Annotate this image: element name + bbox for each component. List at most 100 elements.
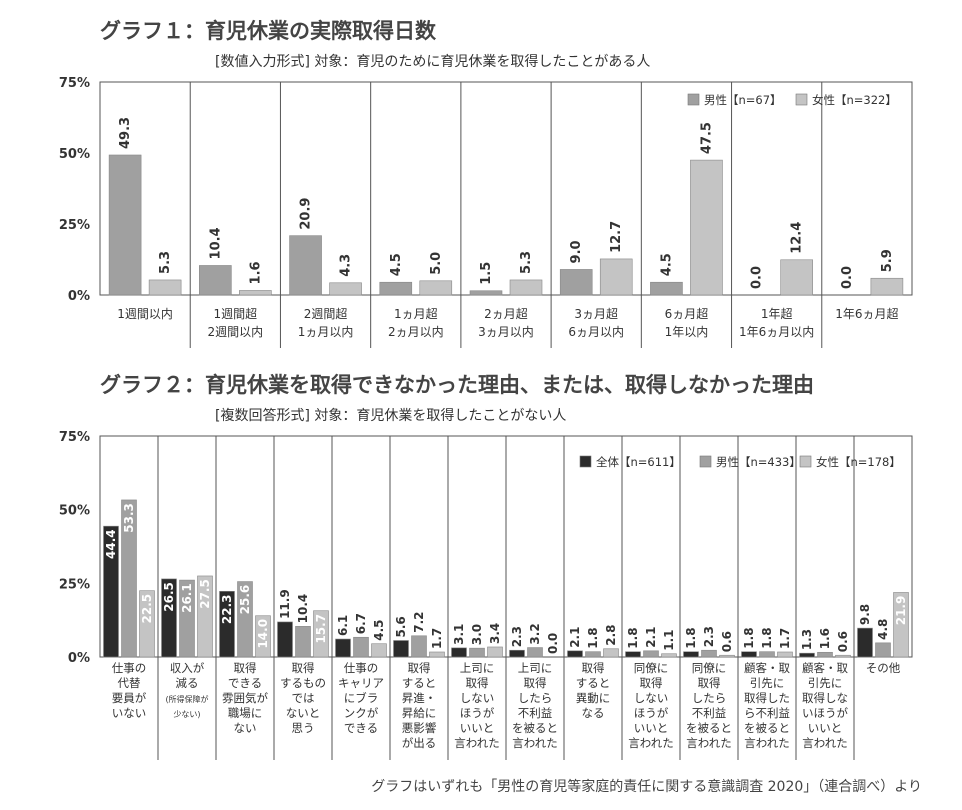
data-label: 5.9	[880, 249, 895, 272]
category-label: できる	[228, 676, 262, 690]
data-label: 47.5	[699, 122, 714, 154]
legend-label: 男性【n=67】	[704, 93, 782, 107]
legend-swatch	[795, 93, 808, 106]
bar	[817, 651, 833, 658]
category-label: 1ヵ月以内	[298, 325, 354, 339]
legend-swatch	[699, 455, 712, 468]
category-label: 言われた	[744, 736, 789, 750]
chart-2: グラフ２：育児休業を取得できなかった理由、または、取得しなかった理由 [複数回答形…	[59, 373, 913, 760]
category-label: 2ヵ月超	[484, 306, 528, 321]
bar	[179, 579, 195, 658]
data-label: 15.7	[314, 614, 328, 644]
data-label: 2.3	[510, 626, 524, 647]
category-label: いいと	[808, 721, 843, 735]
category-label: 雰囲気が	[222, 691, 268, 705]
category-label: 取得	[524, 676, 547, 690]
category-label: 顧客・取	[744, 661, 790, 675]
data-label: 4.8	[876, 619, 890, 640]
data-label: 1.8	[742, 627, 756, 648]
legend-label: 全体【n=611】	[596, 455, 681, 469]
y-tick-label: 75%	[59, 430, 90, 445]
category-label: 仕事の	[112, 661, 147, 675]
data-label: 26.5	[162, 582, 176, 612]
data-label: 1.1	[662, 629, 676, 650]
data-label: 4.5	[389, 253, 404, 276]
data-label: 1.8	[760, 627, 774, 648]
y-tick-label: 50%	[59, 147, 90, 162]
data-label: 5.3	[158, 251, 173, 274]
data-label: 4.5	[659, 253, 674, 276]
data-label: 2.1	[644, 627, 658, 648]
category-label: いいと	[634, 721, 669, 735]
y-tick-label: 25%	[59, 577, 90, 592]
category-label: 悪影響	[402, 721, 437, 735]
source-footer: グラフはいずれも「男性の育児等家庭的責任に関する意識調査 2020」（連合調べ）…	[371, 779, 922, 795]
bar	[469, 290, 503, 296]
bar	[469, 647, 485, 658]
data-label: 1.8	[626, 627, 640, 648]
data-label: 1.5	[479, 262, 494, 285]
category-label: ほうが	[460, 706, 495, 720]
bar	[429, 651, 445, 658]
data-label: 6.1	[336, 615, 350, 636]
category-label: 取得しな	[802, 691, 848, 705]
y-tick-label: 0%	[68, 289, 90, 304]
data-label: 1.8	[684, 627, 698, 648]
category-label: 1年6ヵ月超	[835, 306, 898, 321]
category-label: しない	[634, 691, 669, 705]
data-label: 44.4	[104, 529, 118, 559]
data-label: 25.6	[238, 585, 252, 615]
data-label: 3.2	[528, 623, 542, 644]
category-label: 1ヵ月超	[394, 306, 438, 321]
bar	[313, 610, 329, 658]
data-label: 0.6	[720, 631, 734, 652]
category-label: を被ると	[744, 721, 790, 735]
bar	[237, 581, 253, 658]
data-label: 1.8	[586, 627, 600, 648]
category-label: 取得	[698, 676, 721, 690]
bar	[780, 259, 813, 296]
chart-title: グラフ２：育児休業を取得できなかった理由、または、取得しなかった理由	[100, 373, 814, 397]
category-label: ないと	[286, 706, 321, 720]
data-label: 5.3	[519, 251, 534, 274]
category-label: 1年以内	[665, 325, 709, 339]
legend-label: 女性【n=178】	[816, 455, 901, 469]
bar	[197, 575, 213, 658]
data-label: 14.0	[256, 619, 270, 649]
y-tick-label: 75%	[59, 76, 90, 91]
data-label: 22.3	[220, 594, 234, 624]
category-label: 6ヵ月以内	[568, 325, 624, 339]
bar	[219, 590, 235, 658]
bar	[777, 651, 793, 658]
bar	[239, 290, 272, 296]
category-label: 1年6ヵ月以内	[739, 325, 814, 339]
bar	[559, 269, 593, 296]
category-label: 要員が	[112, 691, 147, 705]
category-label: 異動に	[576, 691, 611, 705]
bar	[527, 647, 543, 658]
data-label: 6.7	[354, 613, 368, 634]
category-label: 3ヵ月超	[574, 306, 618, 321]
category-label: 取得	[234, 661, 257, 675]
bar	[199, 265, 232, 296]
bar	[335, 638, 351, 658]
category-label: 昇進・	[402, 691, 437, 705]
category-label: 6ヵ月超	[665, 306, 709, 321]
category-label: 取得	[640, 676, 663, 690]
bar	[719, 654, 735, 658]
bar	[393, 640, 409, 658]
data-label: 3.4	[488, 623, 502, 644]
bar	[683, 651, 699, 658]
data-label: 2.3	[702, 626, 716, 647]
bar	[371, 643, 387, 658]
category-label: 仕事の	[344, 661, 379, 675]
bar	[870, 277, 904, 296]
category-label: いない	[112, 706, 147, 720]
bar	[585, 651, 601, 658]
category-label: ない	[234, 721, 257, 735]
data-label: 1.7	[778, 628, 792, 649]
data-label: 5.6	[394, 616, 408, 637]
chart-1: グラフ１：育児休業の実際取得日数 [数値入力形式] 対象：育児のために育児休業を取…	[59, 19, 913, 348]
